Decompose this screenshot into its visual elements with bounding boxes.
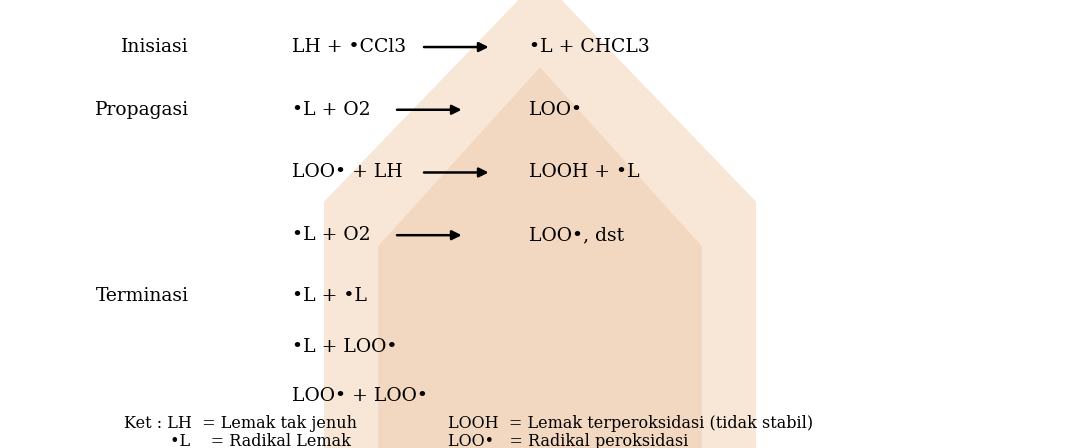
Text: LOOH + •L: LOOH + •L (529, 164, 639, 181)
Text: Propagasi: Propagasi (95, 101, 189, 119)
Text: LOO• + LH: LOO• + LH (292, 164, 402, 181)
Text: LOO•, dst: LOO•, dst (529, 226, 624, 244)
Text: LOO•   = Radikal peroksidasi: LOO• = Radikal peroksidasi (448, 433, 689, 448)
Polygon shape (324, 0, 756, 448)
Text: LH + •CCl3: LH + •CCl3 (292, 38, 406, 56)
Text: LOO• + LOO•: LOO• + LOO• (292, 388, 428, 405)
Text: •L + CHCL3: •L + CHCL3 (529, 38, 650, 56)
Text: LOOH  = Lemak terperoksidasi (tidak stabil): LOOH = Lemak terperoksidasi (tidak stabi… (448, 415, 813, 432)
Text: Ket : LH  = Lemak tak jenuh: Ket : LH = Lemak tak jenuh (124, 415, 357, 432)
Text: Inisiasi: Inisiasi (121, 38, 189, 56)
Text: •L + •L: •L + •L (292, 287, 366, 305)
Text: LOO•: LOO• (529, 101, 583, 119)
Text: •L + O2: •L + O2 (292, 226, 370, 244)
Text: •L + LOO•: •L + LOO• (292, 338, 397, 356)
Text: •L + O2: •L + O2 (292, 101, 370, 119)
Text: Terminasi: Terminasi (96, 287, 189, 305)
Polygon shape (378, 67, 702, 448)
Text: •L    = Radikal Lemak: •L = Radikal Lemak (124, 433, 351, 448)
